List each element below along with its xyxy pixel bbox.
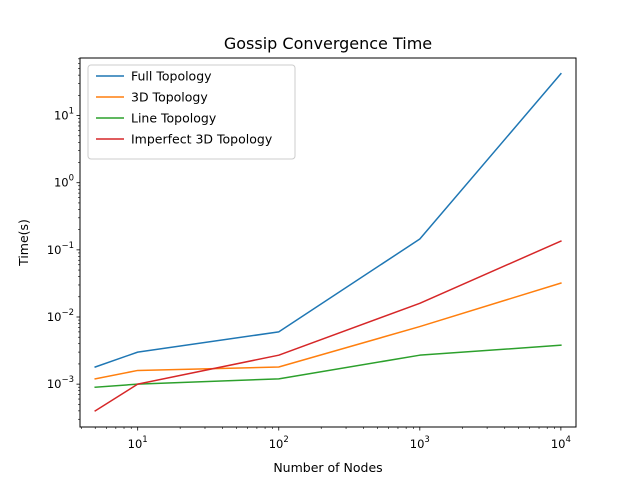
legend-label: Imperfect 3D Topology [131,132,273,147]
legend-label: 3D Topology [131,90,208,105]
y-tick-label: 10−1 [47,241,74,257]
series-layer [94,72,562,412]
y-axis-label: Time(s) [16,219,31,267]
series-line-1 [94,72,562,368]
y-tick-label: 100 [54,174,74,190]
ticks-layer: 101 102 103 104 10−3 10−2 10−1 100 101 [47,58,571,451]
legend-label: Full Topology [131,69,212,84]
legend: Full Topology 3D Topology Line Topology Imp… [87,64,296,160]
chart-title: Gossip Convergence Time [224,34,432,53]
x-tick-label: 102 [269,435,289,451]
series-line-2 [94,282,562,380]
x-tick-label: 101 [128,435,148,451]
y-tick-label: 10−2 [47,308,74,324]
legend-box [87,64,296,160]
legend-label: Line Topology [131,111,217,126]
series-line-4 [94,240,562,412]
series-line-3 [94,344,562,389]
y-tick-label: 101 [54,107,74,123]
y-tick-label: 10−3 [47,375,74,391]
x-tick-label: 104 [551,435,571,451]
x-tick-label: 103 [410,435,430,451]
x-axis-label: Number of Nodes [273,460,382,475]
plot-frame [79,57,577,428]
